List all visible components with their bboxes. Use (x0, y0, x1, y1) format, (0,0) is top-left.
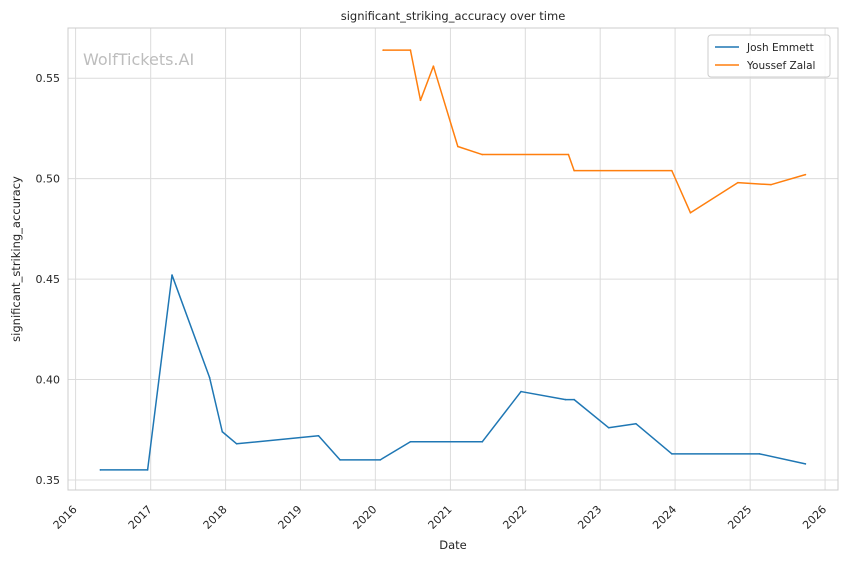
series-0-point-12 (564, 398, 567, 401)
series-1-point-9 (689, 212, 692, 214)
series-1-point-4 (457, 145, 459, 148)
y-tick-label: 0.35 (36, 474, 61, 487)
series-0-point-13 (573, 398, 575, 401)
series-1-point-5 (481, 153, 484, 156)
series-1-point-10 (737, 181, 739, 184)
series-0-point-4 (221, 430, 224, 433)
series-0-point-14 (607, 426, 610, 429)
series-1-point-3 (432, 65, 435, 67)
series-1-point-12 (804, 173, 807, 176)
legend-label-0: Josh Emmett (746, 42, 814, 54)
series-0-point-5 (235, 443, 238, 445)
series-0-point-3 (208, 376, 211, 379)
series-0-point-2 (171, 274, 173, 276)
legend-box (707, 34, 831, 78)
plot-area (68, 28, 838, 490)
chart-title: significant_striking_accuracy over time (341, 9, 566, 23)
series-0-point-8 (379, 459, 382, 461)
series-0-point-1 (146, 469, 149, 471)
series-1-point-2 (419, 99, 422, 102)
series-0-point-10 (481, 440, 484, 443)
series-0-point-6 (317, 434, 320, 437)
grid-lines (68, 28, 838, 490)
series-1-point-0 (382, 49, 384, 51)
series-0-point-11 (520, 390, 522, 393)
y-axis-title: significant_striking_accuracy (9, 176, 23, 342)
series-0-point-16 (671, 453, 673, 455)
series-1-point-6 (567, 153, 570, 156)
y-tick-label: 0.40 (36, 374, 61, 387)
series-0-point-9 (409, 440, 412, 443)
y-tick-label: 0.55 (36, 72, 61, 85)
series-1-point-11 (770, 183, 772, 186)
series-0-point-15 (635, 422, 637, 425)
series-1-point-8 (671, 169, 673, 172)
legend: Josh Emmett Youssef Zalal (707, 34, 831, 78)
series-0-point-18 (804, 463, 807, 465)
series-1-point-1 (409, 49, 412, 51)
x-axis-title: Date (439, 538, 467, 552)
y-tick-label: 0.50 (36, 173, 61, 186)
watermark: WolfTickets.AI (83, 50, 194, 69)
series-0-point-17 (758, 453, 761, 455)
y-tick-label: 0.45 (36, 273, 61, 286)
series-0-point-7 (339, 459, 341, 461)
y-tick-labels: 0.35 0.40 0.45 0.50 0.55 (36, 72, 61, 487)
series-1-point-7 (573, 169, 575, 172)
legend-label-1: Youssef Zalal (746, 60, 815, 72)
series-layer (99, 49, 807, 471)
series-0-point-0 (99, 469, 102, 471)
plot-frame (67, 27, 839, 491)
